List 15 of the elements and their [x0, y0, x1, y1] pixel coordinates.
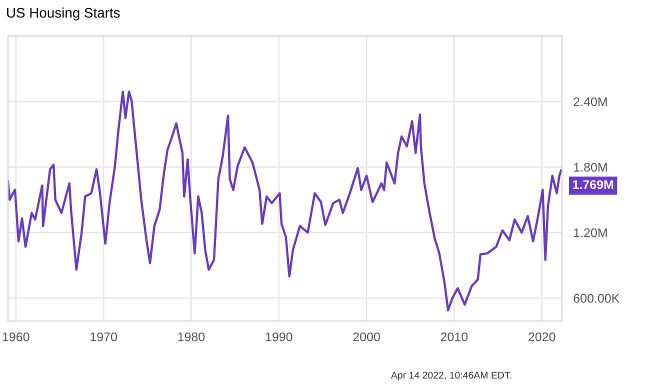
x-tick-label: 1990	[266, 332, 292, 342]
y-tick-label: 2.40M	[574, 97, 607, 106]
line-series	[8, 90, 562, 312]
y-tick-label: 1.80M	[574, 162, 607, 172]
text: Apr 14 2022, 10:46AM EDT.	[390, 372, 512, 381]
x-tick-label: 1960	[2, 332, 30, 342]
x-tick-label: 2010	[440, 332, 468, 342]
x-tick-label: 1980	[178, 332, 205, 342]
chart-title: US Housing Starts	[7, 8, 120, 20]
x-tick-label: 1970	[90, 332, 117, 342]
x-tick-label: 2020	[528, 332, 556, 342]
x-tick-label: 2000	[353, 332, 380, 342]
annotation: 1.769M	[573, 180, 614, 190]
y-tick-label: 600.00K	[574, 294, 620, 303]
y-tick-label: 1.20M	[574, 228, 607, 238]
